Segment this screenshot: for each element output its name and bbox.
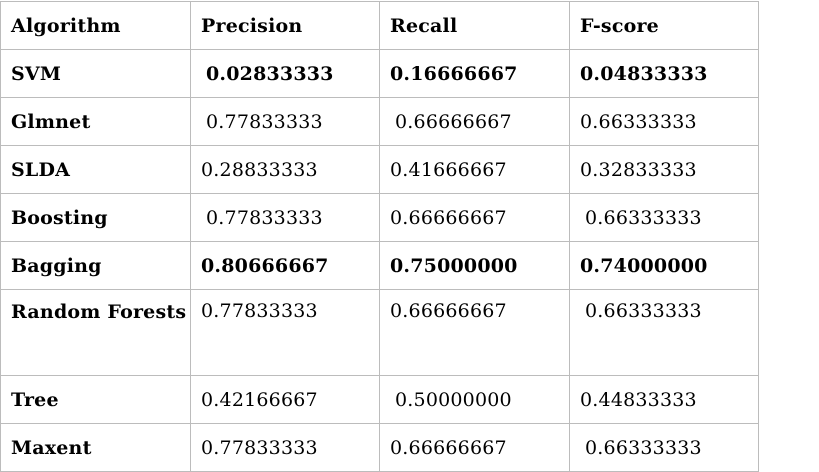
recall-cell: 0.41666667	[379, 145, 570, 194]
fscore-cell: 0.66333333	[569, 193, 759, 242]
results-table: Algorithm Precision Recall F-score SVM 0…	[0, 1, 759, 472]
precision-cell: 0.77833333	[190, 289, 380, 376]
precision-cell: 0.02833333	[190, 49, 380, 98]
precision-cell: 0.77833333	[190, 423, 380, 472]
fscore-cell: 0.66333333	[569, 97, 759, 146]
precision-cell: 0.77833333	[190, 97, 380, 146]
table-header-row: Algorithm Precision Recall F-score	[0, 1, 759, 50]
table-row: Boosting 0.77833333 0.66666667 0.6633333…	[0, 193, 759, 242]
header-fscore: F-score	[569, 1, 759, 50]
table-row: Glmnet 0.77833333 0.66666667 0.66333333	[0, 97, 759, 146]
recall-cell: 0.50000000	[379, 375, 570, 424]
table-row: SLDA 0.28833333 0.41666667 0.32833333	[0, 145, 759, 194]
header-recall: Recall	[379, 1, 570, 50]
algorithm-cell: Boosting	[0, 193, 191, 242]
fscore-cell: 0.66333333	[569, 289, 759, 376]
table-row: Bagging 0.80666667 0.75000000 0.74000000	[0, 241, 759, 290]
fscore-cell: 0.66333333	[569, 423, 759, 472]
recall-cell: 0.66666667	[379, 193, 570, 242]
table-row: Tree 0.42166667 0.50000000 0.44833333	[0, 375, 759, 424]
algorithm-cell: SLDA	[0, 145, 191, 194]
recall-cell: 0.16666667	[379, 49, 570, 98]
precision-cell: 0.42166667	[190, 375, 380, 424]
recall-cell: 0.66666667	[379, 423, 570, 472]
algorithm-cell: SVM	[0, 49, 191, 98]
header-precision: Precision	[190, 1, 380, 50]
algorithm-cell: Maxent	[0, 423, 191, 472]
algorithm-cell: Random Forests	[0, 289, 191, 376]
table-row: Maxent 0.77833333 0.66666667 0.66333333	[0, 423, 759, 472]
fscore-cell: 0.32833333	[569, 145, 759, 194]
precision-cell: 0.77833333	[190, 193, 380, 242]
fscore-cell: 0.44833333	[569, 375, 759, 424]
fscore-cell: 0.04833333	[569, 49, 759, 98]
recall-cell: 0.66666667	[379, 289, 570, 376]
algorithm-cell: Tree	[0, 375, 191, 424]
precision-cell: 0.80666667	[190, 241, 380, 290]
fscore-cell: 0.74000000	[569, 241, 759, 290]
recall-cell: 0.66666667	[379, 97, 570, 146]
precision-cell: 0.28833333	[190, 145, 380, 194]
algorithm-cell: Bagging	[0, 241, 191, 290]
recall-cell: 0.75000000	[379, 241, 570, 290]
table-row: Random Forests 0.77833333 0.66666667 0.6…	[0, 289, 759, 376]
header-algorithm: Algorithm	[0, 1, 191, 50]
algorithm-cell: Glmnet	[0, 97, 191, 146]
table-row: SVM 0.02833333 0.16666667 0.04833333	[0, 49, 759, 98]
